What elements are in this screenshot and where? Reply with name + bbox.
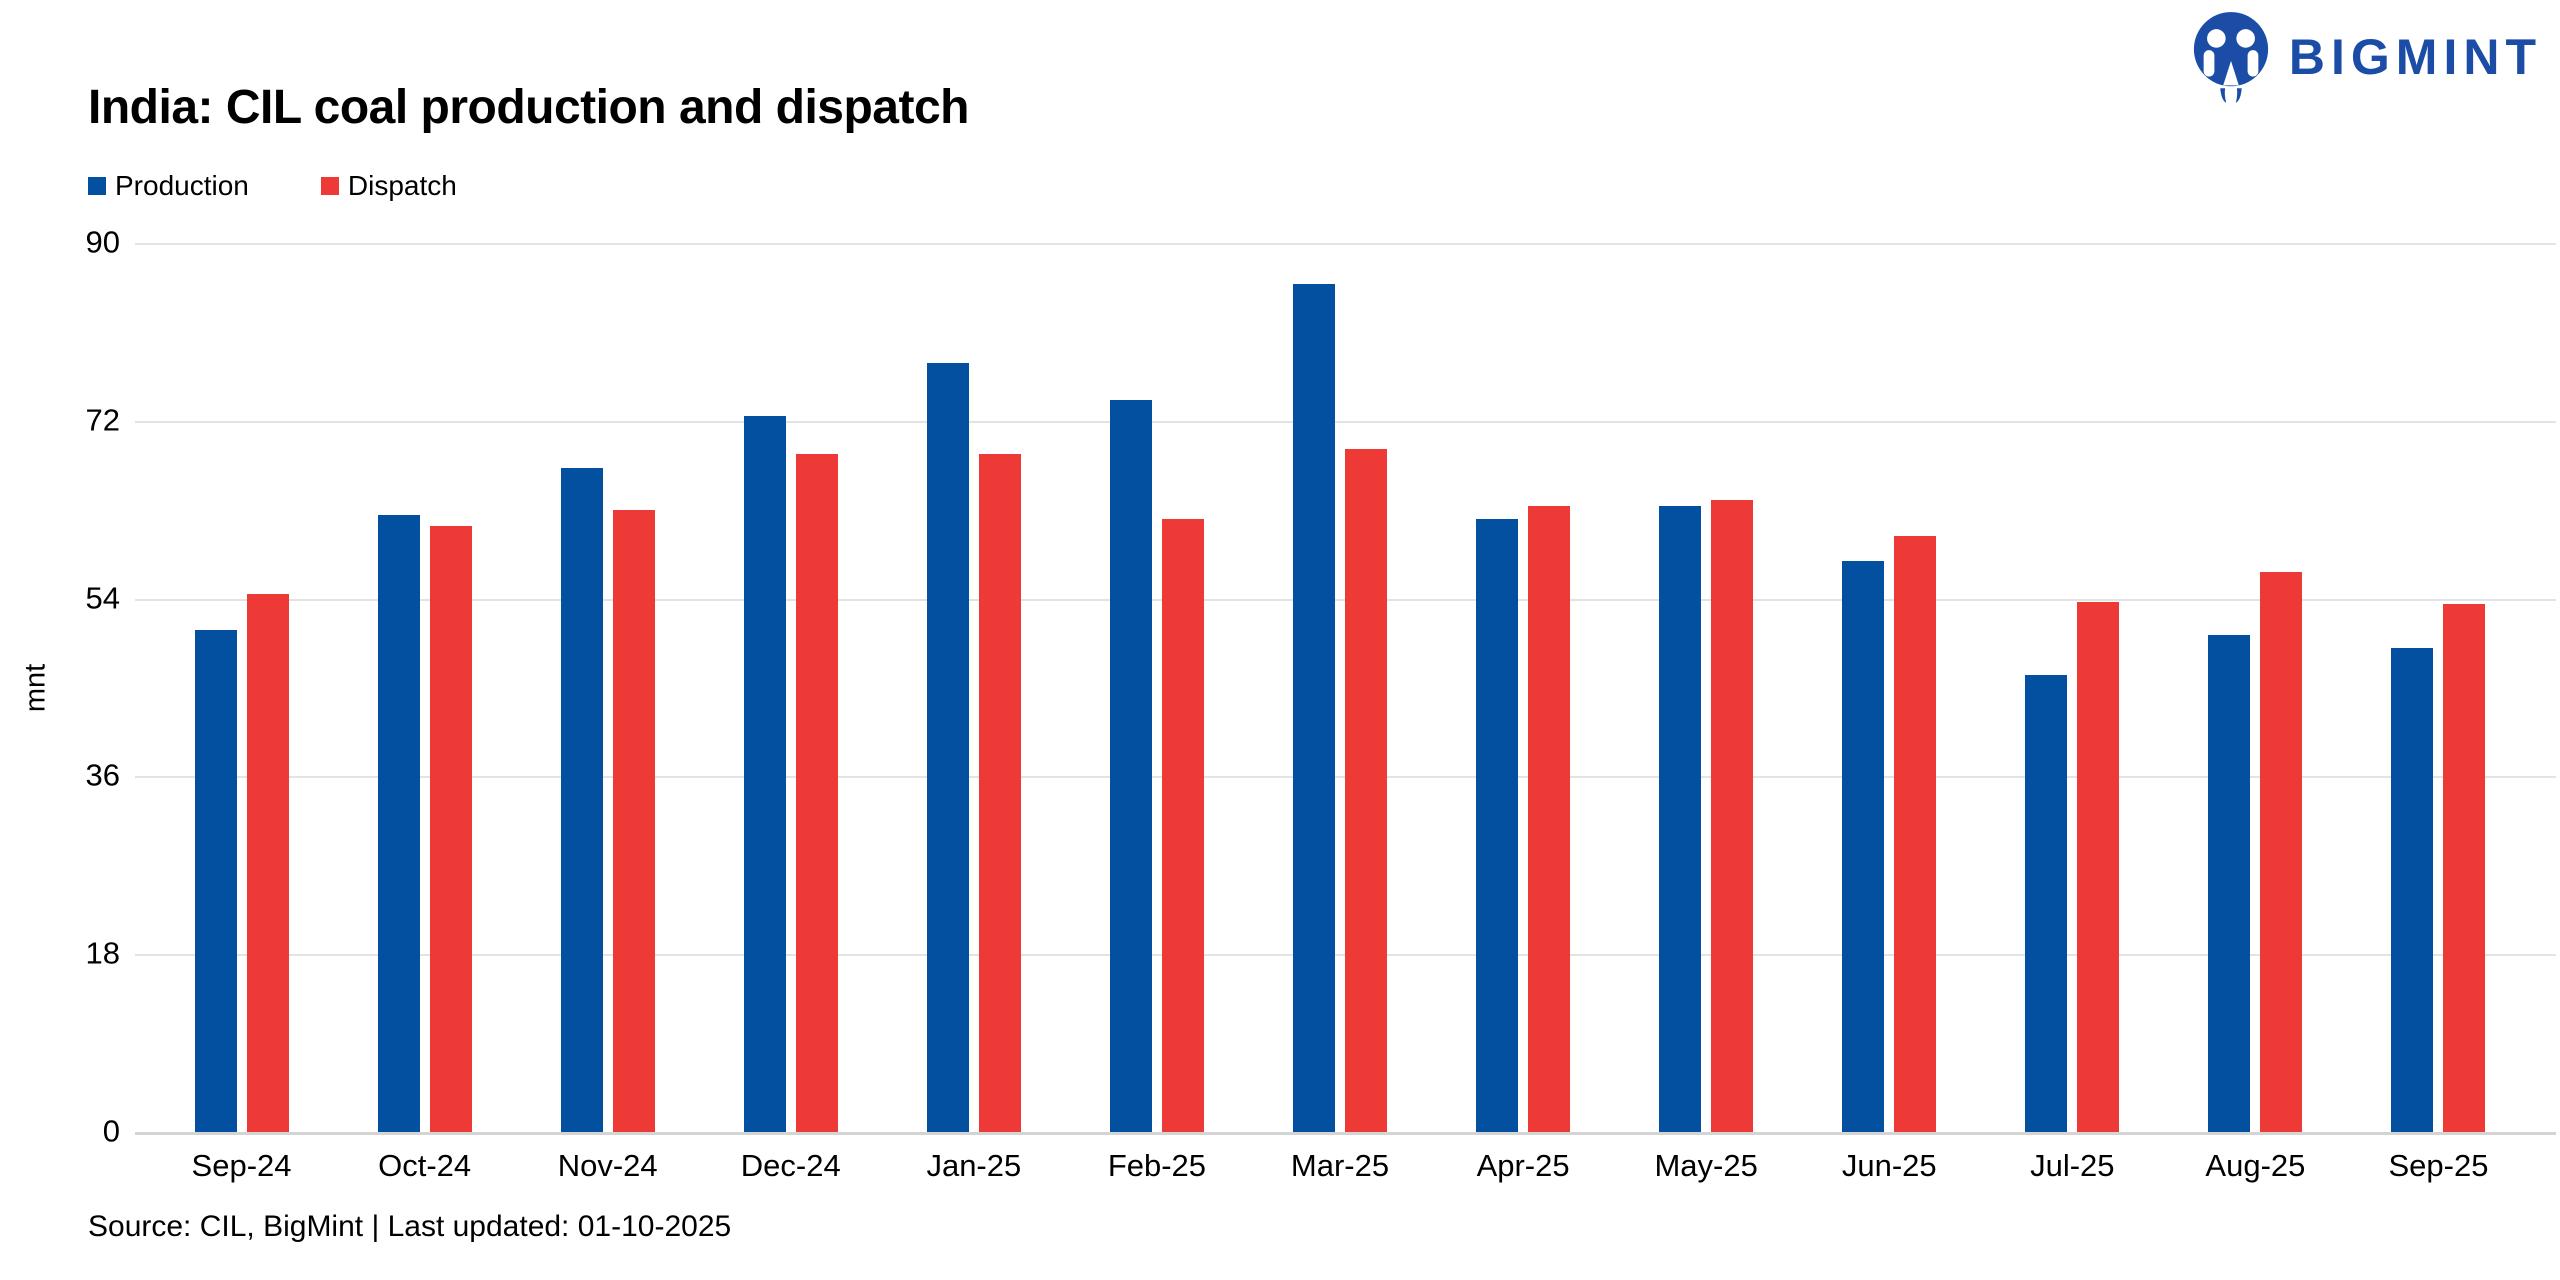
bar-group-May-25 — [1615, 243, 1798, 1132]
bar-groups — [150, 243, 2530, 1132]
y-tick-label-18: 18 — [85, 935, 120, 971]
bar-production-Sep-24 — [194, 630, 237, 1132]
bar-dispatch-May-25 — [1711, 499, 1754, 1132]
bar-production-Mar-25 — [1293, 283, 1335, 1132]
bar-dispatch-Nov-24 — [612, 509, 655, 1132]
bar-production-Jun-25 — [1842, 561, 1885, 1132]
x-axis-label-Jul-25: Jul-25 — [2030, 1148, 2115, 1183]
chart-legend: Production Dispatch — [88, 170, 457, 202]
bar-production-Apr-25 — [1476, 518, 1519, 1132]
bar-production-Sep-25 — [2391, 648, 2434, 1132]
bar-group-Dec-24 — [699, 243, 882, 1132]
bar-group-Apr-25 — [1432, 243, 1615, 1132]
x-axis-label-Aug-25: Aug-25 — [2205, 1148, 2306, 1183]
x-axis-label-Sep-24: Sep-24 — [191, 1148, 292, 1183]
x-axis-label-Jun-25: Jun-25 — [1841, 1148, 1937, 1183]
y-tick-label-54: 54 — [85, 579, 120, 615]
gridline-72 — [135, 420, 2556, 423]
bar-production-Oct-24 — [377, 514, 420, 1132]
bar-group-Mar-25 — [1248, 243, 1431, 1132]
x-labels: Sep-24 Oct-24 Nov-24 Dec-24 Jan-25 Feb-25 Mar-… — [150, 1148, 2530, 1184]
x-axis-label-Sep-25: Sep-25 — [2388, 1148, 2489, 1183]
bar-group-Jan-25 — [882, 243, 1065, 1132]
bar-group-Aug-25 — [2164, 243, 2347, 1132]
gridline-90 — [135, 243, 2556, 245]
y-axis-unit-label: mnt — [19, 663, 52, 713]
y-tick-label-90: 90 — [85, 224, 120, 260]
y-tick-label-36: 36 — [85, 757, 120, 793]
y-tick-label-0: 0 — [102, 1113, 120, 1149]
bar-group-Jun-25 — [1798, 243, 1981, 1132]
x-axis-label-Jan-25: Jan-25 — [926, 1148, 1022, 1183]
bar-dispatch-Mar-25 — [1345, 449, 1387, 1132]
bar-group-Sep-24 — [150, 243, 333, 1132]
x-axis-label-Mar-25: Mar-25 — [1290, 1148, 1390, 1183]
x-axis-label-Dec-24: Dec-24 — [740, 1148, 841, 1183]
chart-title: India: CIL coal production and dispatch — [88, 81, 970, 134]
bar-dispatch-Aug-25 — [2260, 571, 2303, 1132]
bar-dispatch-Sep-24 — [246, 593, 289, 1132]
bar-dispatch-Jun-25 — [1894, 536, 1937, 1132]
production-swatch-icon — [88, 177, 106, 195]
bar-production-Dec-24 — [743, 415, 786, 1132]
bar-group-Sep-25 — [2347, 243, 2530, 1132]
x-axis-label-Apr-25: Apr-25 — [1476, 1148, 1570, 1183]
source-note: Source: CIL, BigMint | Last updated: 01-… — [88, 1210, 732, 1243]
bar-dispatch-Apr-25 — [1528, 505, 1571, 1132]
dispatch-swatch-icon — [320, 177, 339, 195]
bar-production-Jan-25 — [926, 362, 969, 1132]
bar-dispatch-Jan-25 — [978, 454, 1021, 1132]
legend-item-production: Production — [88, 170, 249, 202]
bar-dispatch-Dec-24 — [795, 454, 838, 1132]
gridline-0 — [135, 1132, 2556, 1135]
bigmint-logo: BIGMINT — [2189, 10, 2542, 104]
y-tick-label-72: 72 — [85, 402, 120, 438]
bar-production-Nov-24 — [560, 468, 603, 1132]
bar-dispatch-Sep-25 — [2443, 603, 2486, 1132]
bigmint-logo-icon — [2193, 12, 2269, 103]
x-axis-label-Nov-24: Nov-24 — [557, 1148, 658, 1183]
x-axis-label-Feb-25: Feb-25 — [1107, 1148, 1207, 1183]
bar-dispatch-Oct-24 — [429, 525, 472, 1132]
bar-dispatch-Feb-25 — [1161, 518, 1204, 1132]
legend-label-production: Production — [115, 170, 249, 201]
legend-item-dispatch: Dispatch — [320, 170, 457, 202]
bigmint-logo-text: BIGMINT — [2288, 29, 2542, 85]
bar-dispatch-Jul-25 — [2077, 601, 2120, 1132]
bar-production-Feb-25 — [1109, 400, 1152, 1132]
bar-production-Aug-25 — [2208, 635, 2251, 1132]
bar-group-Oct-24 — [333, 243, 516, 1132]
legend-label-dispatch: Dispatch — [347, 170, 457, 201]
bar-group-Nov-24 — [516, 243, 699, 1132]
bar-production-Jul-25 — [2025, 674, 2068, 1132]
bar-group-Jul-25 — [1981, 243, 2164, 1132]
x-axis-label-May-25: May-25 — [1654, 1148, 1758, 1183]
bar-production-May-25 — [1659, 505, 1702, 1132]
x-axis-label-Oct-24: Oct-24 — [378, 1148, 472, 1183]
bar-group-Feb-25 — [1065, 243, 1248, 1132]
